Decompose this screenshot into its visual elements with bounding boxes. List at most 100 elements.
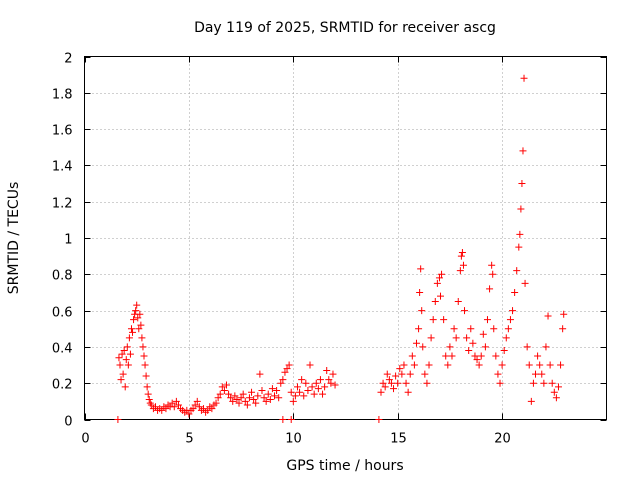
data-point: [408, 352, 416, 360]
data-point: [314, 385, 322, 393]
data-point: [502, 334, 510, 342]
data-point: [138, 334, 146, 342]
data-point: [241, 397, 249, 405]
data-point: [431, 298, 439, 306]
data-point: [229, 397, 237, 405]
data-point: [419, 343, 427, 351]
data-point: [262, 397, 270, 405]
data-point: [444, 361, 452, 369]
data-point: [250, 396, 258, 404]
data-point: [233, 396, 241, 404]
data-point: [245, 394, 253, 402]
data-point: [300, 392, 308, 400]
data-point: [189, 405, 197, 413]
data-point: [158, 406, 166, 414]
data-point: [120, 347, 128, 355]
data-point: [132, 307, 140, 315]
data-point: [527, 397, 535, 405]
chart-title: Day 119 of 2025, SRMTID for receiver asc…: [194, 20, 496, 36]
data-point: [429, 316, 437, 324]
data-point: [418, 307, 426, 315]
data-point: [127, 325, 135, 333]
data-point: [114, 416, 122, 423]
data-point: [268, 385, 276, 393]
data-point: [525, 361, 533, 369]
data-point: [523, 343, 531, 351]
data-point: [121, 383, 129, 391]
data-point: [287, 388, 295, 396]
data-point: [289, 397, 297, 405]
data-point: [400, 361, 408, 369]
data-point: [136, 310, 144, 318]
data-point: [542, 343, 550, 351]
data-point: [124, 361, 132, 369]
data-point: [398, 370, 406, 378]
x-tick-label: 20: [494, 432, 511, 447]
data-point: [435, 274, 443, 282]
data-point: [204, 406, 212, 414]
data-point: [125, 334, 133, 342]
data-point: [450, 325, 458, 333]
data-point: [304, 386, 312, 394]
data-point: [446, 343, 454, 351]
data-point: [302, 379, 310, 387]
data-point: [141, 361, 149, 369]
data-point: [481, 343, 489, 351]
data-point: [291, 392, 299, 400]
data-point: [494, 370, 502, 378]
y-axis-title: SRMTID / TECUs: [6, 182, 22, 295]
data-point: [142, 372, 150, 380]
data-point: [479, 330, 487, 338]
data-point: [520, 74, 528, 82]
data-point: [509, 307, 517, 315]
data-point: [557, 361, 565, 369]
data-point: [170, 403, 178, 411]
data-point: [515, 243, 523, 251]
data-point: [383, 370, 391, 378]
data-point: [392, 372, 400, 380]
data-point: [216, 390, 224, 398]
data-point: [396, 365, 404, 373]
data-point: [498, 361, 506, 369]
data-point: [381, 383, 389, 391]
data-point: [467, 325, 475, 333]
data-point: [532, 370, 540, 378]
data-point: [144, 390, 152, 398]
data-point: [239, 390, 247, 398]
data-point: [185, 410, 193, 418]
y-tick-label: 2: [64, 52, 72, 67]
data-point: [293, 383, 301, 391]
data-point: [504, 325, 512, 333]
data-point: [488, 261, 496, 269]
data-point: [421, 370, 429, 378]
data-point: [168, 399, 176, 407]
data-point: [417, 265, 425, 273]
data-point: [225, 390, 233, 398]
data-point: [195, 403, 203, 411]
data-point: [212, 399, 220, 407]
data-point: [540, 379, 548, 387]
data-point: [285, 361, 293, 369]
data-point: [329, 370, 337, 378]
data-point: [404, 388, 412, 396]
data-point: [496, 379, 504, 387]
data-point: [237, 394, 245, 402]
data-point: [162, 405, 170, 413]
x-tick-label: 10: [285, 432, 302, 447]
data-point: [323, 366, 331, 374]
data-point: [115, 354, 123, 362]
data-point: [243, 401, 251, 409]
data-point: [283, 365, 291, 373]
data-point: [506, 316, 514, 324]
data-point: [483, 316, 491, 324]
y-tick-label: 1.4: [52, 160, 73, 175]
data-point: [448, 352, 456, 360]
data-point: [140, 352, 148, 360]
data-point: [331, 381, 339, 389]
data-point: [459, 261, 467, 269]
y-tick-label: 0.6: [52, 306, 73, 321]
data-point: [425, 361, 433, 369]
tick-labels: 00.20.40.60.811.21.41.61.820 5 10 15 20: [52, 52, 511, 447]
data-point: [266, 396, 274, 404]
x-tick-label: 5: [185, 432, 193, 447]
